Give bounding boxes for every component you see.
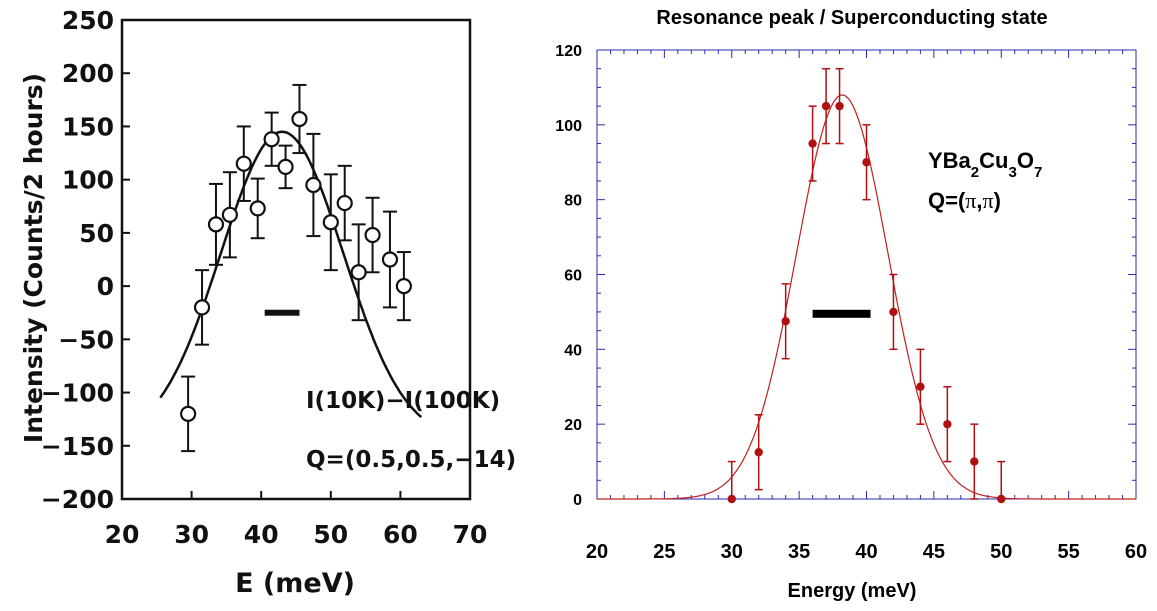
right-data-point xyxy=(943,386,952,463)
q-part: ) xyxy=(994,188,1001,213)
left-ticks: 20 30 40 50 60 70 250 200 150 100 50 0 −50 −100 −150 −2… xyxy=(41,6,488,549)
right-chart: Resonance peak / Superconducting state 2… xyxy=(555,7,1147,602)
left-x-tick-label: 70 xyxy=(453,520,488,549)
left-annotation-1: I(10K)−I(100K) xyxy=(306,388,500,414)
left-chart: 20 30 40 50 60 70 250 200 150 100 50 0 −50 −100 −150 −2… xyxy=(19,6,516,599)
left-y-tick-label: −200 xyxy=(41,485,114,514)
left-x-axis-title: E (meV) xyxy=(235,568,355,599)
left-fit-curve xyxy=(159,130,423,419)
right-formula-annotation: YBa2Cu3O7 xyxy=(928,148,1042,181)
left-annotation-2: Q=(0.5,0.5,−14) xyxy=(306,447,516,473)
right-data-point xyxy=(835,67,844,145)
left-data-point xyxy=(221,171,238,259)
right-y-tick-label: 100 xyxy=(555,118,582,135)
left-data-point xyxy=(350,223,367,322)
right-plot-frame xyxy=(596,49,1137,500)
left-data-point xyxy=(193,269,211,346)
right-data-point xyxy=(997,460,1006,504)
left-data-point xyxy=(207,182,225,266)
left-x-tick-label: 50 xyxy=(313,520,348,549)
right-data-point xyxy=(821,67,831,145)
right-chart-title: Resonance peak / Superconducting state xyxy=(656,7,1047,29)
q-part: Q=( xyxy=(928,188,966,213)
left-x-tick-label: 20 xyxy=(105,520,140,549)
right-data-point xyxy=(970,423,979,500)
right-x-tick-label: 55 xyxy=(1058,541,1080,563)
left-plot-frame xyxy=(120,18,472,501)
formula-part: Cu xyxy=(979,148,1008,173)
left-x-tick-label: 30 xyxy=(174,520,209,549)
right-y-tick-label: 60 xyxy=(564,268,582,285)
q-pi: π xyxy=(983,188,994,213)
left-y-tick-label: 150 xyxy=(62,112,114,141)
right-data-point xyxy=(862,124,871,201)
left-data-points xyxy=(180,83,412,453)
formula-part: YBa xyxy=(928,148,972,173)
right-x-tick-label: 60 xyxy=(1125,541,1147,563)
right-y-tick-label: 80 xyxy=(564,193,582,210)
formula-part: O xyxy=(1017,148,1034,173)
right-data-points xyxy=(727,67,1006,504)
left-data-point xyxy=(291,83,308,155)
right-q-annotation: Q=(π,π) xyxy=(928,188,1001,213)
formula-sub: 7 xyxy=(1034,164,1042,181)
left-data-point xyxy=(336,164,353,242)
right-x-axis-title: Energy (meV) xyxy=(788,580,917,602)
right-resolution-bar xyxy=(812,309,871,318)
left-data-point xyxy=(395,251,412,322)
left-resolution-bar xyxy=(264,309,300,316)
right-y-tick-label: 0 xyxy=(573,492,582,509)
right-x-tick-label: 25 xyxy=(653,541,675,563)
right-data-point xyxy=(727,460,736,504)
right-x-tick-label: 45 xyxy=(923,541,945,563)
right-data-point xyxy=(754,414,763,491)
right-y-tick-label: 120 xyxy=(555,43,582,60)
left-y-tick-label: −100 xyxy=(41,379,114,408)
left-data-point xyxy=(305,132,322,238)
right-y-tick-label: 20 xyxy=(564,417,582,434)
left-data-point xyxy=(381,210,399,309)
right-x-tick-label: 40 xyxy=(855,541,877,563)
right-data-point xyxy=(889,273,898,351)
right-y-tick-label: 40 xyxy=(564,342,582,359)
q-part: , xyxy=(976,188,982,213)
q-pi: π xyxy=(965,188,976,213)
right-data-point xyxy=(781,283,790,360)
left-data-point xyxy=(263,111,280,167)
formula-sub: 2 xyxy=(971,164,979,181)
formula-sub: 3 xyxy=(1008,164,1016,181)
left-data-point xyxy=(180,375,197,453)
left-y-tick-label: −50 xyxy=(58,325,114,354)
left-x-tick-label: 60 xyxy=(383,520,418,549)
left-y-axis-title: Intensity (Counts/2 hours) xyxy=(19,73,48,443)
left-y-tick-label: 100 xyxy=(62,166,114,195)
right-x-tick-label: 50 xyxy=(990,541,1012,563)
right-ticks: 20 25 30 35 40 45 50 55 60 0 20 40 60 80 100 120 xyxy=(555,43,1147,563)
left-data-point xyxy=(364,196,381,274)
left-y-tick-label: 200 xyxy=(62,59,114,88)
left-data-point xyxy=(322,173,339,272)
left-y-tick-label: 250 xyxy=(62,6,114,35)
left-y-tick-label: 0 xyxy=(97,272,114,301)
right-x-tick-label: 35 xyxy=(788,541,810,563)
left-y-tick-label: 50 xyxy=(79,219,114,248)
right-x-tick-label: 20 xyxy=(586,541,608,563)
left-x-tick-label: 40 xyxy=(244,520,279,549)
right-x-tick-label: 30 xyxy=(721,541,743,563)
left-data-point xyxy=(277,144,294,190)
left-y-tick-label: −150 xyxy=(41,432,114,461)
right-data-point xyxy=(808,105,817,182)
left-data-point xyxy=(235,125,252,202)
left-data-point xyxy=(249,177,266,240)
right-data-point xyxy=(916,348,925,425)
